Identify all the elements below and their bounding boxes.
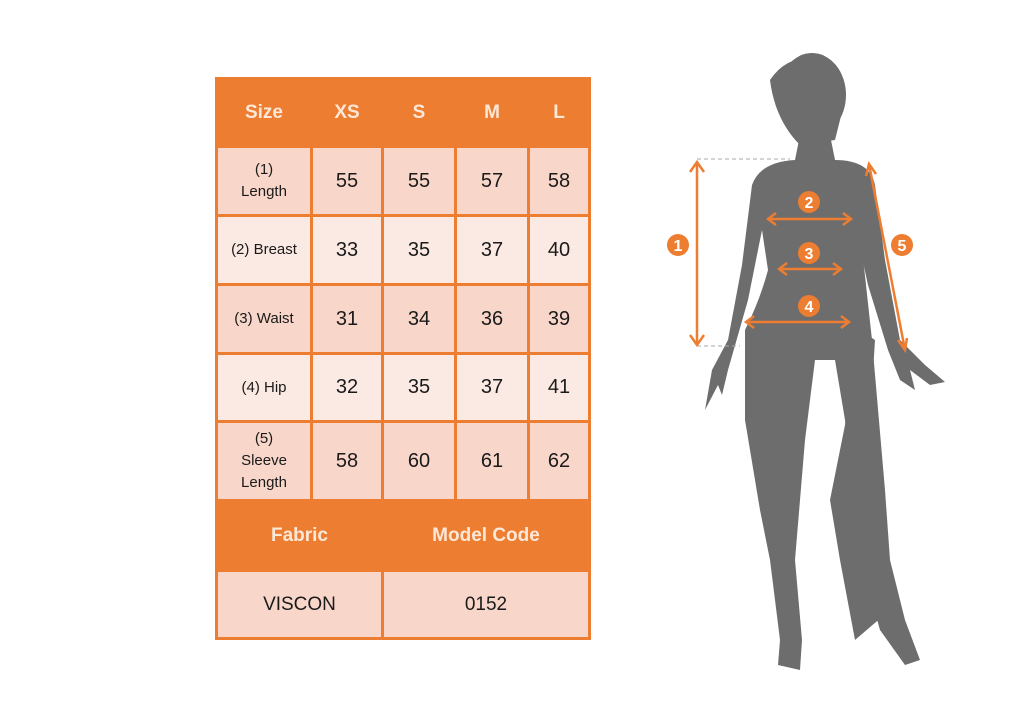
row-label: (4) Hip bbox=[215, 352, 313, 423]
model-code-header: Model Code bbox=[381, 499, 591, 572]
cell: 40 bbox=[527, 214, 591, 286]
header-size: Size bbox=[215, 77, 313, 148]
cell: 37 bbox=[454, 214, 530, 286]
marker-1: 1 bbox=[674, 238, 683, 255]
fabric-header: Fabric bbox=[215, 499, 384, 572]
cell: 31 bbox=[310, 283, 384, 355]
cell: 35 bbox=[381, 214, 457, 286]
footer-value-row: VISCON 0152 bbox=[215, 569, 591, 640]
cell: 37 bbox=[454, 352, 530, 423]
row-label: (3) Waist bbox=[215, 283, 313, 355]
size-header-row: Size XS S M L bbox=[215, 77, 591, 148]
cell: 39 bbox=[527, 283, 591, 355]
cell: 58 bbox=[527, 145, 591, 217]
table-row: (3) Waist 31 34 36 39 bbox=[215, 283, 591, 355]
marker-4: 4 bbox=[805, 299, 814, 316]
cell: 62 bbox=[527, 420, 591, 502]
table-row: (1) Length 55 55 57 58 bbox=[215, 145, 591, 217]
cell: 58 bbox=[310, 420, 384, 502]
row-label: (2) Breast bbox=[215, 214, 313, 286]
row-label: (1) Length bbox=[215, 145, 313, 217]
cell: 55 bbox=[310, 145, 384, 217]
size-chart-table: Size XS S M L (1) Length 55 55 57 58 (2)… bbox=[215, 77, 591, 640]
table-row: (5) Sleeve Length 58 60 61 62 bbox=[215, 420, 591, 502]
cell: 34 bbox=[381, 283, 457, 355]
table-row: (2) Breast 33 35 37 40 bbox=[215, 214, 591, 286]
marker-3: 3 bbox=[805, 246, 814, 263]
model-code-value: 0152 bbox=[381, 569, 591, 640]
cell: 60 bbox=[381, 420, 457, 502]
header-s: S bbox=[381, 77, 457, 148]
table-row: (4) Hip 32 35 37 41 bbox=[215, 352, 591, 423]
cell: 35 bbox=[381, 352, 457, 423]
footer-header-row: Fabric Model Code bbox=[215, 499, 591, 572]
cell: 55 bbox=[381, 145, 457, 217]
header-m: M bbox=[454, 77, 530, 148]
marker-5: 5 bbox=[898, 238, 907, 255]
silhouette bbox=[705, 53, 945, 670]
cell: 41 bbox=[527, 352, 591, 423]
row-label: (5) Sleeve Length bbox=[215, 420, 313, 502]
cell: 57 bbox=[454, 145, 530, 217]
measurement-markers: 1 2 3 4 5 bbox=[667, 191, 913, 317]
cell: 33 bbox=[310, 214, 384, 286]
header-l: L bbox=[527, 77, 591, 148]
header-xs: XS bbox=[310, 77, 384, 148]
cell: 32 bbox=[310, 352, 384, 423]
marker-2: 2 bbox=[805, 195, 814, 212]
guide-lines bbox=[697, 158, 790, 347]
cell: 61 bbox=[454, 420, 530, 502]
body-measurement-figure: 1 2 3 4 5 bbox=[667, 53, 945, 670]
fabric-value: VISCON bbox=[215, 569, 384, 640]
measurement-arrows bbox=[688, 159, 909, 354]
cell: 36 bbox=[454, 283, 530, 355]
